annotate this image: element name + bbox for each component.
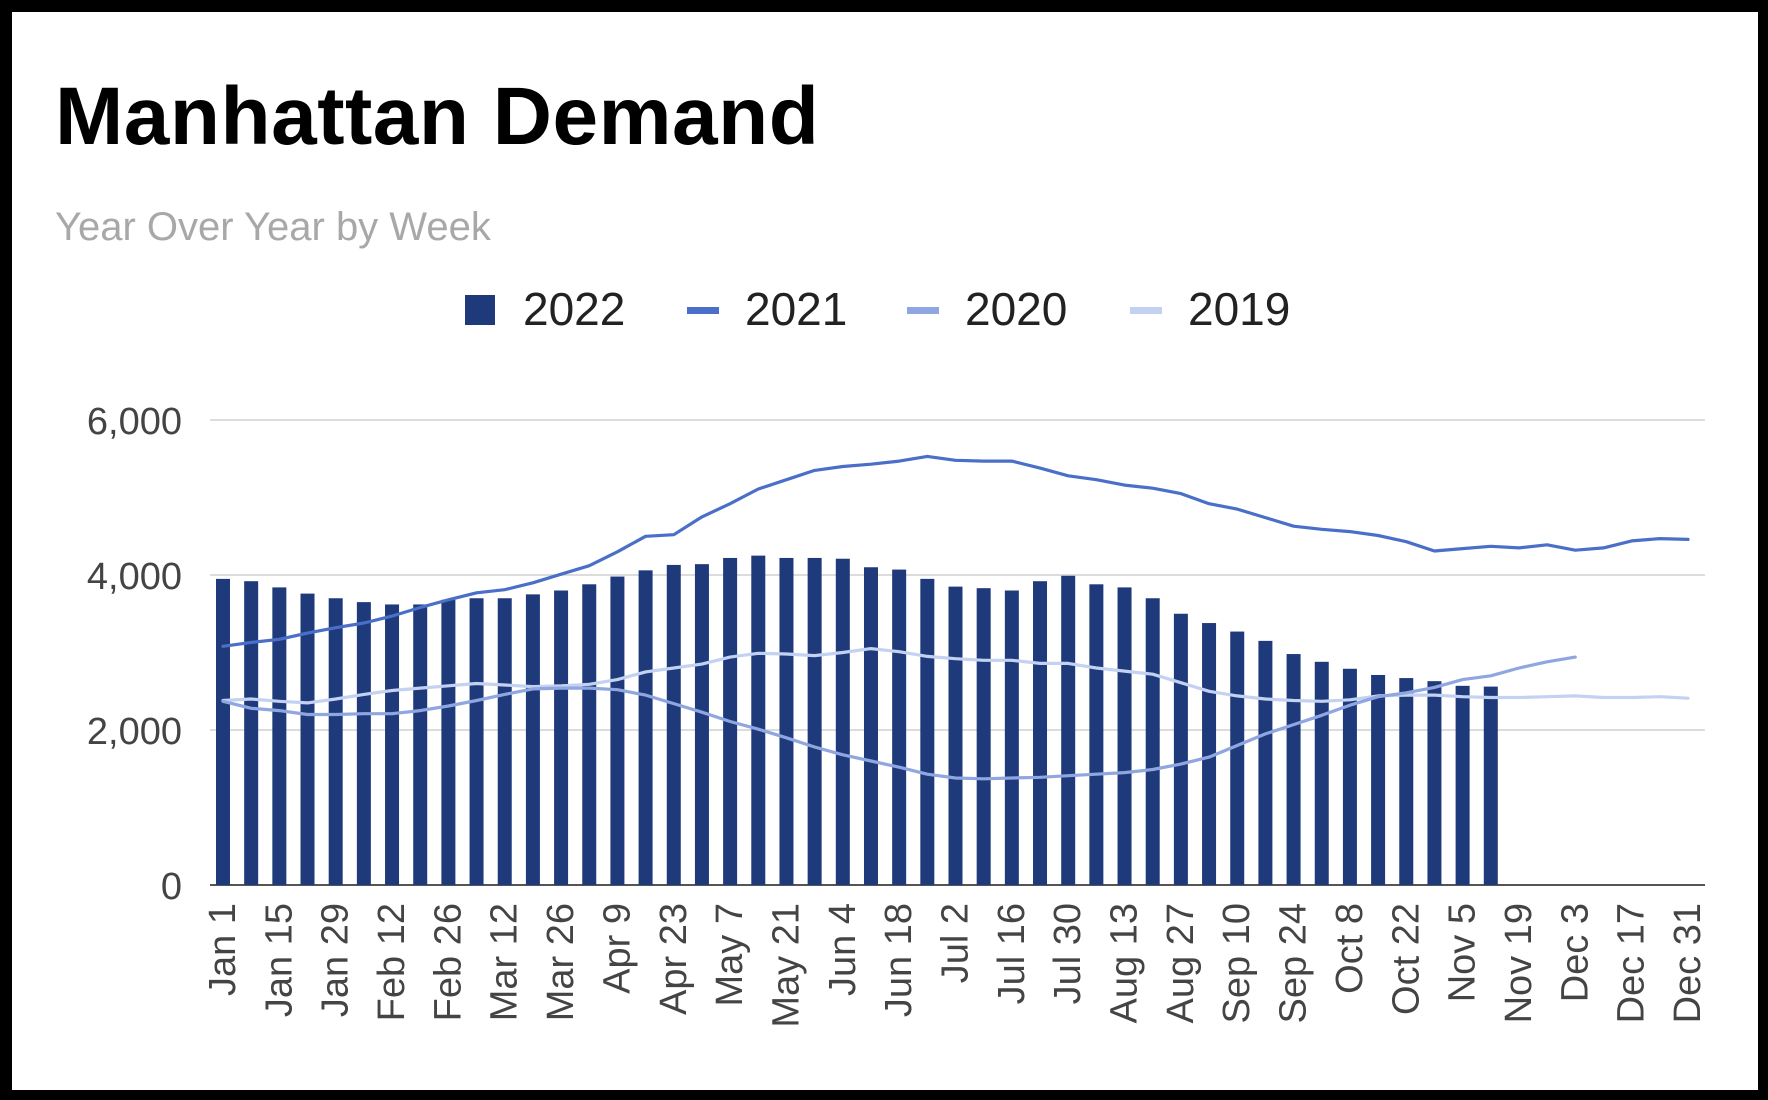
chart-title: Manhattan Demand xyxy=(55,71,820,162)
x-tick-label: Jul 16 xyxy=(991,903,1033,1004)
x-tick-label: Mar 26 xyxy=(540,903,582,1021)
bar-2022 xyxy=(863,567,878,885)
legend-label-2021: 2021 xyxy=(745,283,847,335)
bar-2022 xyxy=(610,576,625,885)
x-tick-label: Feb 12 xyxy=(371,903,413,1021)
chart-subtitle: Year Over Year by Week xyxy=(55,205,491,249)
bar-2022 xyxy=(1089,584,1104,885)
bar-2022 xyxy=(244,581,259,885)
y-tick-label: 6,000 xyxy=(87,401,182,443)
legend-label-2022: 2022 xyxy=(523,283,625,335)
x-tick-label: Jan 15 xyxy=(258,903,300,1017)
bar-2022 xyxy=(1202,623,1217,885)
legend-label-2019: 2019 xyxy=(1188,283,1290,335)
x-tick-label: Nov 5 xyxy=(1442,903,1484,1002)
bar-2022 xyxy=(892,569,907,885)
legend-swatch-2020 xyxy=(907,307,939,314)
bar-2022 xyxy=(272,587,287,885)
bar-2022 xyxy=(920,578,935,885)
bar-2022 xyxy=(1286,654,1301,885)
bar-2022 xyxy=(1455,685,1470,885)
bar-2022 xyxy=(1427,681,1442,885)
bar-2022 xyxy=(1483,686,1498,885)
bar-2022 xyxy=(1258,640,1273,885)
x-tick-label: Jan 29 xyxy=(315,903,357,1017)
bar-2022 xyxy=(779,557,794,885)
x-tick-label: Feb 26 xyxy=(427,903,469,1021)
x-tick-label: Dec 31 xyxy=(1667,903,1709,1023)
bar-2022 xyxy=(948,586,963,885)
bar-2022 xyxy=(1145,598,1160,885)
bar-2022 xyxy=(1371,674,1386,885)
legend-swatch-2021 xyxy=(687,307,719,314)
bar-2022 xyxy=(413,604,428,885)
bar-2022 xyxy=(1173,613,1188,885)
legend-swatch-2019 xyxy=(1130,307,1162,314)
y-tick-label: 4,000 xyxy=(87,556,182,598)
x-axis: Jan 1 Jan 15 Jan 29 Feb 12 Feb 26 Mar 12 Mar 2… xyxy=(202,903,1709,1028)
bar-2022 xyxy=(1117,587,1132,885)
x-tick-label: Jun 4 xyxy=(822,903,864,996)
bar-2022 xyxy=(216,578,230,885)
y-axis: 0 2,000 4,000 6,000 xyxy=(87,401,182,908)
line-2019 xyxy=(221,646,1690,705)
line-2020 xyxy=(221,655,1577,781)
x-tick-label: May 7 xyxy=(709,903,751,1006)
bar-2022 xyxy=(1314,661,1329,885)
bar-2022 xyxy=(441,599,456,885)
bar-2022 xyxy=(469,598,484,885)
bar-2022 xyxy=(1399,678,1414,885)
bar-2022 xyxy=(356,602,371,885)
bar-2022 xyxy=(835,558,850,885)
bar-2022 xyxy=(1061,575,1076,885)
x-tick-label: Aug 13 xyxy=(1104,903,1146,1023)
x-tick-label: Jun 18 xyxy=(878,903,920,1017)
bar-2022 xyxy=(1004,590,1019,885)
chart-card xyxy=(12,12,1758,1090)
x-tick-label: Apr 9 xyxy=(596,903,638,994)
y-tick-label: 0 xyxy=(161,866,182,908)
x-tick-label: Mar 12 xyxy=(484,903,526,1021)
x-tick-label: Aug 27 xyxy=(1160,903,1202,1023)
bar-2022 xyxy=(666,564,681,885)
legend-swatch-2022 xyxy=(465,295,495,325)
x-tick-label: Apr 23 xyxy=(653,903,695,1015)
x-tick-label: Jul 2 xyxy=(935,903,977,983)
bars-2022 xyxy=(216,555,1498,885)
bar-2022 xyxy=(638,570,653,885)
x-tick-label: Sep 24 xyxy=(1273,903,1315,1023)
x-tick-label: Oct 22 xyxy=(1385,903,1427,1015)
x-tick-label: Jan 1 xyxy=(202,903,244,996)
bar-2022 xyxy=(1230,631,1245,885)
y-tick-label: 2,000 xyxy=(87,711,182,753)
bar-2022 xyxy=(1342,668,1357,885)
legend-label-2020: 2020 xyxy=(965,283,1067,335)
bar-2022 xyxy=(525,594,540,885)
bar-2022 xyxy=(328,598,343,885)
bar-2022 xyxy=(694,564,709,885)
bar-2022 xyxy=(385,604,400,885)
x-tick-label: Nov 19 xyxy=(1498,903,1540,1023)
bar-2022 xyxy=(497,598,512,885)
bar-2022 xyxy=(751,555,766,885)
x-tick-label: Dec 3 xyxy=(1554,903,1596,1002)
x-tick-label: Oct 8 xyxy=(1329,903,1371,994)
line-2021 xyxy=(221,454,1690,648)
x-tick-label: May 21 xyxy=(765,903,807,1028)
bar-2022 xyxy=(807,557,822,885)
legend: 2022 2021 2020 2019 xyxy=(465,283,1290,335)
bar-2022 xyxy=(582,584,597,885)
x-tick-label: Sep 10 xyxy=(1216,903,1258,1023)
bar-2022 xyxy=(976,588,991,885)
x-tick-label: Jul 30 xyxy=(1047,903,1089,1004)
bar-2022 xyxy=(300,593,315,885)
lines xyxy=(221,454,1690,781)
bar-2022 xyxy=(1033,581,1048,885)
bar-2022 xyxy=(554,590,569,885)
x-tick-label: Dec 17 xyxy=(1611,903,1653,1023)
